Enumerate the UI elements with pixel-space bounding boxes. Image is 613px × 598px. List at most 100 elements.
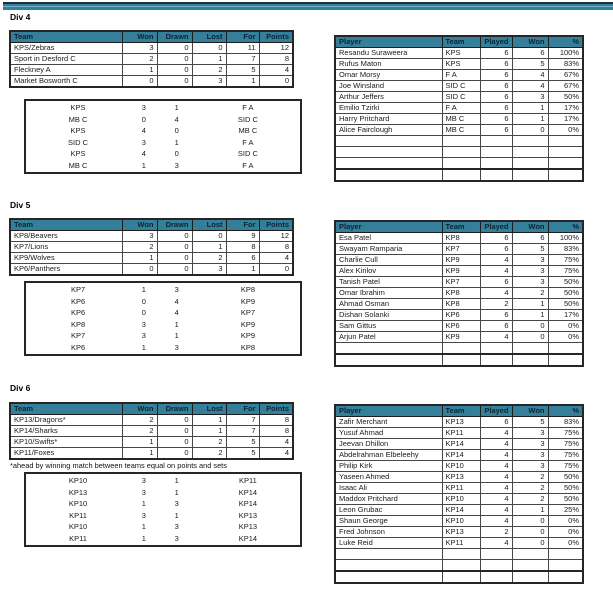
- player-row-cell: 17%: [547, 113, 584, 125]
- player-row-cell: Omar Ibrahim: [334, 287, 443, 299]
- away-team: F A: [242, 160, 254, 170]
- player-row-cell: KP9: [441, 265, 481, 277]
- away-team: KP14: [238, 487, 258, 497]
- player-row: Arthur Jeffers SID C 6 3 50%: [334, 91, 584, 103]
- empty-cell: [547, 135, 584, 147]
- empty-cell: [479, 559, 513, 572]
- standings-row-cell: 8: [225, 241, 260, 253]
- player-row-cell: KP13: [441, 416, 481, 428]
- standings-row: KP14/Sharks 2 0 1 7 8: [9, 425, 294, 437]
- player-row-cell: 3: [511, 276, 549, 288]
- player-row-cell: KP10: [441, 460, 481, 472]
- player-row-cell: 2: [479, 298, 513, 310]
- set-score: 3: [174, 522, 179, 532]
- empty-cell: [334, 353, 443, 367]
- away-team: SID C: [237, 149, 258, 159]
- player-row-cell: KP7: [441, 243, 481, 255]
- player-row-cell: Arjun Patel: [334, 331, 443, 343]
- away-team: KP8: [240, 342, 255, 352]
- column-header-lost: Lost: [191, 218, 227, 231]
- match-row: KPS 3 1 F A: [26, 102, 300, 114]
- home-team: KPS: [70, 126, 86, 136]
- player-row-cell: 0%: [547, 331, 584, 343]
- player-row-cell: Leon Grubac: [334, 504, 443, 516]
- player-row-cell: KP11: [441, 537, 481, 549]
- away-team: KP14: [238, 533, 258, 543]
- column-header-team: Team: [441, 220, 481, 233]
- standings-row-cell: 0: [156, 425, 193, 437]
- player-row-cell: KP6: [441, 320, 481, 332]
- home-team: KP10: [68, 499, 88, 509]
- set-score: 4: [174, 308, 179, 318]
- home-team: KP6: [70, 296, 86, 306]
- standings-row-cell: 2: [121, 414, 158, 426]
- player-row: Maddox Pritchard KP10 4 2 50%: [334, 493, 584, 505]
- standings-row-cell: Fleckney A: [9, 64, 123, 76]
- standings-row-cell: KP9/Wolves: [9, 252, 123, 264]
- player-row-cell: 0: [511, 331, 549, 343]
- player-row-cell: 4: [479, 449, 513, 461]
- player-row-cell: 83%: [547, 58, 584, 70]
- player-row-cell: Isaac Ali: [334, 482, 443, 494]
- player-row-cell: 0: [511, 537, 549, 549]
- empty-cell: [334, 157, 443, 170]
- player-row-cell: Yusuf Ahmad: [334, 427, 443, 439]
- standings-row-cell: 1: [121, 64, 158, 76]
- league-table: Team Won Drawn Lost For Points KPS/Zebras 3 0 0 11…: [9, 30, 294, 88]
- player-row-cell: KP14: [441, 438, 481, 450]
- player-row-cell: Dishan Solanki: [334, 309, 443, 321]
- away-team: F A: [242, 137, 254, 147]
- player-row-cell: 100%: [547, 232, 584, 244]
- player-row-cell: 17%: [547, 309, 584, 321]
- player-row-cell: 4: [479, 482, 513, 494]
- match-row: KPS 4 0 MB C: [26, 125, 300, 137]
- empty-cell: [547, 570, 584, 584]
- empty-cell: [479, 157, 513, 170]
- players-table: Player Team Played Won% Resandu Suraweera KPS…: [334, 35, 584, 182]
- player-row-cell: 4: [511, 69, 549, 81]
- standings-row-cell: 0: [156, 414, 193, 426]
- player-row-cell: MB C: [441, 124, 481, 136]
- player-row: Dishan Solanki KP6 6 1 17%: [334, 309, 584, 321]
- standings-row-cell: KP13/Dragons*: [9, 414, 123, 426]
- standings-row-cell: KP14/Sharks: [9, 425, 123, 437]
- player-row-cell: 4: [479, 537, 513, 549]
- empty-cell: [441, 135, 481, 147]
- player-row: Alex Kirilov KP9 4 3 75%: [334, 265, 584, 277]
- player-row: Tanish Patel KP7 6 3 50%: [334, 276, 584, 288]
- empty-cell: [511, 135, 549, 147]
- player-row-cell: Sam Gittus: [334, 320, 443, 332]
- home-team: KP8: [70, 319, 86, 329]
- set-score: 3: [174, 342, 179, 352]
- away-team: KP9: [240, 331, 255, 341]
- column-header-lost: Lost: [191, 402, 227, 415]
- standings-row-cell: 2: [191, 252, 227, 264]
- header-row: Player Team Played Won%: [334, 404, 584, 417]
- home-team: KP13: [68, 487, 88, 497]
- standings-row: KP13/Dragons* 2 0 1 7 8: [9, 414, 294, 426]
- away-team: KP9: [240, 319, 255, 329]
- set-score: 0: [141, 296, 146, 306]
- empty-cell: [479, 570, 513, 584]
- standings-row-cell: 0: [156, 64, 193, 76]
- player-row: Harry Pritchard MB C 6 1 17%: [334, 113, 584, 125]
- match-row: KP11 3 1 KP13: [26, 510, 300, 522]
- empty-cell: [441, 342, 481, 355]
- home-team: SID C: [68, 137, 89, 147]
- player-row-cell: 4: [479, 331, 513, 343]
- player-row-cell: Jeevan Dhillon: [334, 438, 443, 450]
- player-row: Charlie Cull KP9 4 3 75%: [334, 254, 584, 266]
- player-row: Omar Morsy F A 6 4 67%: [334, 69, 584, 81]
- player-row-cell: 0: [511, 124, 549, 136]
- player-row-cell: 75%: [547, 460, 584, 472]
- standings-row-cell: 12: [258, 42, 294, 54]
- standings-row-cell: 4: [258, 436, 294, 448]
- match-row: KP13 3 1 KP14: [26, 487, 300, 499]
- player-row: Isaac Ali KP11 4 2 50%: [334, 482, 584, 494]
- standings-row: KP7/Lions 2 0 1 8 8: [9, 241, 294, 253]
- header-row: Player Team Played Won%: [334, 35, 584, 48]
- player-row-cell: Philip Kirk: [334, 460, 443, 472]
- match-row: KP6 0 4 KP9: [26, 296, 300, 308]
- empty-cell: [511, 342, 549, 355]
